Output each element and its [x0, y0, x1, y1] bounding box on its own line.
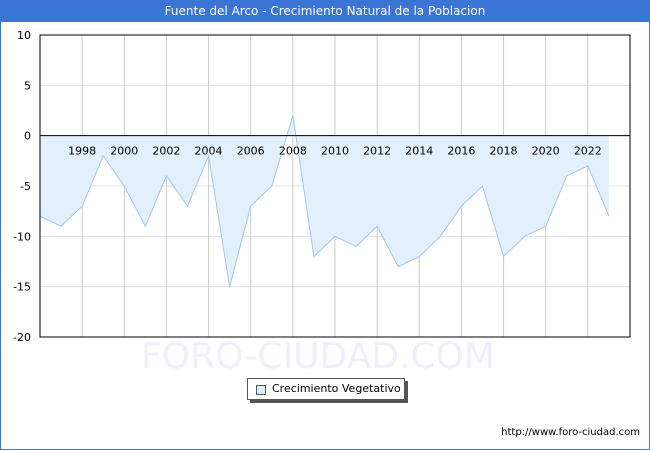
- legend-swatch-icon: [256, 385, 266, 395]
- y-tick-label: -15: [13, 281, 31, 294]
- watermark: FORO-CIUDAD.COM: [141, 336, 495, 377]
- x-tick-label: 2010: [321, 145, 349, 158]
- x-tick-label: 1998: [68, 145, 96, 158]
- x-tick-label: 2022: [574, 145, 602, 158]
- x-tick-label: 2016: [447, 145, 475, 158]
- area-fill: [40, 115, 609, 287]
- x-tick-label: 2004: [195, 145, 223, 158]
- x-tick-label: 2006: [237, 145, 265, 158]
- chart-title: Fuente del Arco - Crecimiento Natural de…: [0, 0, 650, 22]
- x-tick-label: 2014: [405, 145, 433, 158]
- x-tick-label: 2002: [152, 145, 180, 158]
- y-tick-label: 10: [17, 29, 31, 42]
- y-tick-label: -5: [20, 180, 31, 193]
- y-tick-label: 5: [24, 79, 31, 92]
- series-line: [39, 115, 610, 287]
- x-tick-label: 2018: [490, 145, 518, 158]
- legend-label: Crecimiento Vegetativo: [272, 382, 401, 395]
- y-tick-label: -20: [13, 331, 31, 344]
- x-tick-label: 2020: [532, 145, 560, 158]
- x-tick-label: 2012: [363, 145, 391, 158]
- x-tick-label: 2008: [279, 145, 307, 158]
- legend: Crecimiento Vegetativo: [247, 378, 405, 400]
- footer-url: http://www.foro-ciudad.com: [501, 427, 640, 438]
- plot-border: [39, 34, 631, 338]
- y-tick-label: 0: [24, 130, 31, 143]
- x-tick-label: 2000: [110, 145, 138, 158]
- y-tick-label: -10: [13, 230, 31, 243]
